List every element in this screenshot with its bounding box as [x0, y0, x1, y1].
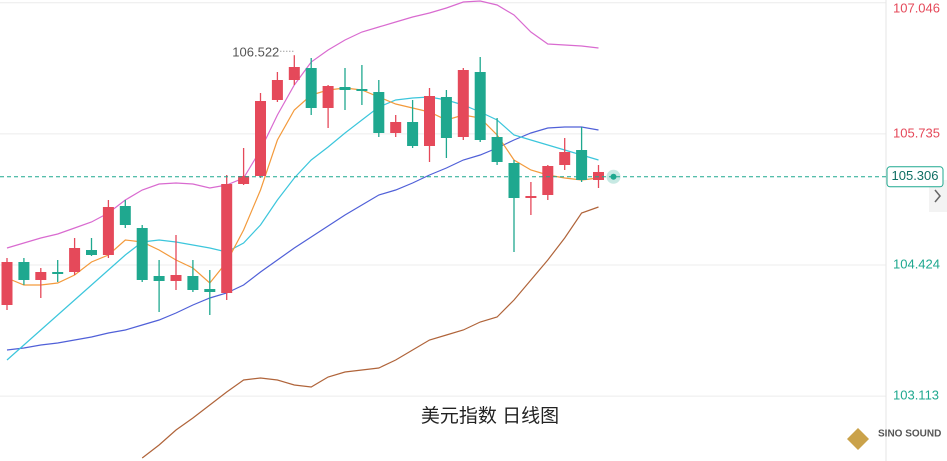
candle-body	[440, 97, 452, 138]
y-tick-label: 104.424	[893, 256, 940, 271]
candle-body	[35, 272, 47, 280]
candle-body	[593, 172, 604, 180]
candle-body	[339, 87, 351, 90]
candle-body	[119, 206, 131, 225]
candle-body	[424, 96, 435, 146]
last-price-dot	[610, 173, 617, 180]
candle-body	[102, 207, 114, 255]
candle-body	[559, 152, 571, 165]
candle-body	[153, 276, 165, 281]
candle-body	[576, 150, 588, 180]
logo-diamond	[847, 428, 869, 450]
candle-body	[271, 80, 283, 100]
chevron-icon[interactable]	[934, 189, 941, 203]
candle-body	[390, 122, 402, 133]
candle-body	[170, 275, 182, 281]
candle-body	[305, 68, 317, 108]
watermark: SINO SOUND	[878, 429, 941, 440]
candle-body	[1, 262, 13, 305]
last-price-label: 105.306	[892, 168, 939, 183]
candle-body	[221, 184, 233, 293]
candle-body	[86, 250, 97, 255]
candle-body	[238, 176, 250, 184]
y-tick-label: 103.113	[893, 388, 939, 403]
chart-title: 美元指数 日线图	[421, 405, 559, 427]
candle-body	[18, 262, 30, 280]
candle-body	[525, 196, 537, 198]
candle-body	[407, 122, 419, 146]
y-tick-label: 107.046	[893, 0, 940, 15]
indicator-line	[141, 206, 599, 459]
watermark-logo: SINO SOUND	[847, 428, 941, 450]
candle-body	[187, 276, 199, 290]
candle-body	[542, 166, 554, 195]
candle-body	[373, 92, 385, 133]
candle-body	[491, 137, 503, 162]
y-tick-label: 105.735	[893, 125, 940, 140]
last-price-tag	[886, 166, 944, 188]
candle-body	[52, 272, 64, 274]
candle-body	[508, 163, 520, 198]
candle-body	[356, 89, 368, 91]
candle-body	[288, 67, 300, 80]
candle-body	[136, 228, 148, 280]
candle-body	[204, 289, 216, 292]
candle-body	[322, 86, 334, 108]
candle-body	[255, 101, 266, 176]
high-annotation: 106.522	[232, 45, 279, 60]
candle-body	[457, 70, 469, 137]
candle-body	[474, 72, 486, 140]
scroll-button-bg[interactable]	[929, 180, 947, 212]
indicator-line	[6, 96, 599, 361]
candle-body	[69, 248, 81, 272]
scroll-button[interactable]	[929, 180, 947, 212]
